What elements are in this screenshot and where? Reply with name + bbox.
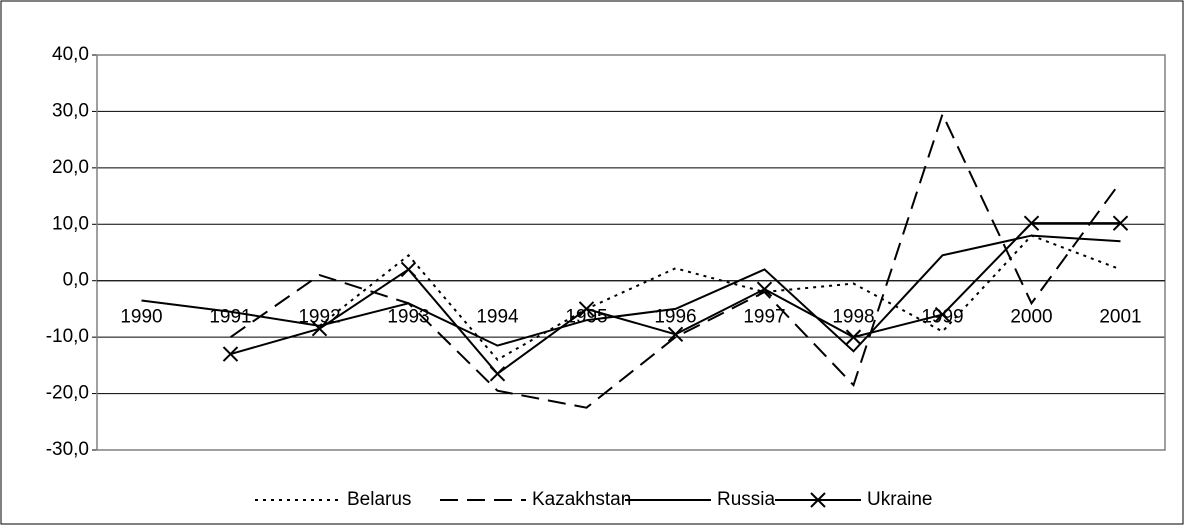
legend-label: Ukraine	[867, 489, 932, 510]
x-tick-label: 1998	[832, 307, 874, 328]
legend-marker	[810, 492, 826, 508]
point-marker	[756, 281, 773, 297]
x-tick-label: 1990	[120, 307, 162, 328]
x-tick-label: 1997	[743, 307, 785, 328]
point-marker	[667, 326, 684, 343]
x-tick-label: 1996	[654, 307, 696, 328]
y-tick-label: 40,0	[52, 44, 89, 65]
y-tick-label: -10,0	[46, 326, 89, 347]
series-line	[141, 234, 1121, 353]
legend-label: Kazakhstan	[532, 489, 631, 510]
x-tick-label: 2000	[1010, 307, 1052, 328]
point-marker	[1023, 215, 1040, 231]
point-marker	[222, 346, 239, 362]
plot-area	[96, 54, 1166, 451]
x-tick-label: 1994	[476, 307, 519, 328]
x-tick-label: 1991	[209, 307, 251, 328]
x-tick-label: 1993	[387, 307, 429, 328]
y-tick-label: -30,0	[46, 439, 89, 460]
point-marker	[934, 306, 951, 323]
y-tick-label: 30,0	[52, 100, 89, 121]
point-marker	[1112, 215, 1129, 231]
series-line	[229, 111, 1122, 409]
legend-label: Belarus	[347, 489, 411, 510]
series-line	[318, 234, 1121, 361]
legend-label: Russia	[717, 489, 776, 510]
x-tick-label: 2001	[1099, 307, 1141, 328]
point-marker	[578, 301, 595, 317]
x-tick-label: 1999	[921, 307, 963, 328]
y-tick-label: -20,0	[46, 383, 89, 404]
point-marker	[400, 261, 417, 278]
y-tick-label: 20,0	[52, 157, 89, 178]
y-tick-label: 0,0	[63, 270, 89, 291]
x-tick-label: 1992	[298, 307, 340, 328]
point-marker	[489, 366, 506, 382]
point-marker	[845, 329, 862, 345]
y-tick-label: 10,0	[52, 213, 89, 234]
point-marker	[311, 320, 328, 337]
